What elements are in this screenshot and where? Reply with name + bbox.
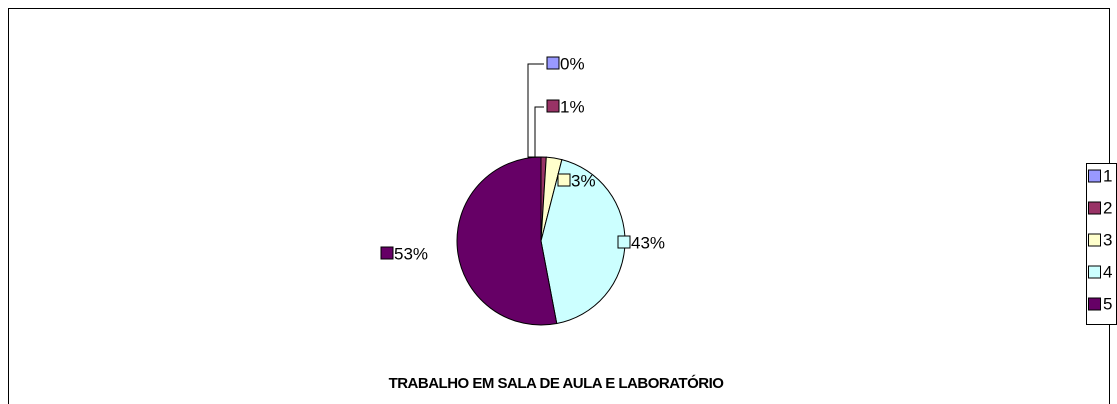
legend-label: 4 <box>1103 262 1112 281</box>
pie-slice <box>456 156 558 326</box>
label-swatch <box>617 235 631 249</box>
data-label: 3% <box>571 171 596 190</box>
label-swatch <box>380 246 394 260</box>
data-label: 1% <box>560 97 585 116</box>
label-swatch <box>557 173 571 187</box>
chart-title: TRABALHO EM SALA DE AULA E LABORATÓRIO <box>389 374 725 392</box>
data-label: 43% <box>631 233 665 252</box>
label-swatch <box>546 56 560 70</box>
label-swatch <box>546 99 560 113</box>
legend-label: 3 <box>1103 230 1112 249</box>
legend-swatch <box>1088 169 1101 183</box>
legend-label: 2 <box>1103 198 1112 217</box>
legend-swatch <box>1088 297 1101 311</box>
legend-swatch <box>1088 233 1101 247</box>
legend-label: 5 <box>1103 294 1112 313</box>
legend-swatch <box>1088 201 1101 215</box>
data-label: 53% <box>394 244 428 263</box>
data-label: 0% <box>560 54 585 73</box>
legend-label: 1 <box>1103 166 1112 185</box>
leader-line <box>534 106 544 158</box>
legend-swatch <box>1088 265 1101 279</box>
